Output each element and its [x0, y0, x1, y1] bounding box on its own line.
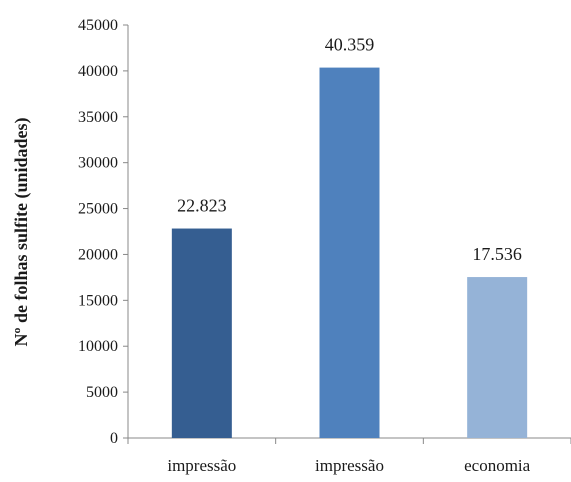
- y-tick-label: 25000: [78, 201, 118, 218]
- y-tick-label: 5000: [86, 384, 118, 401]
- category-label: impressão: [167, 456, 236, 475]
- y-tick-label: 45000: [78, 17, 118, 34]
- category-label: economia: [464, 456, 531, 475]
- y-tick-label: 20000: [78, 246, 118, 263]
- y-tick-label: 15000: [78, 292, 118, 309]
- y-axis-ticks: 0 5000 10000 15000 20000 25000 30000 35000 40000…: [78, 17, 128, 447]
- y-tick-label: 10000: [78, 338, 118, 355]
- category-label: impressão: [315, 456, 384, 475]
- y-tick-label: 40000: [78, 63, 118, 80]
- bar: [171, 228, 232, 438]
- bar: [467, 277, 528, 438]
- bar: [319, 67, 380, 439]
- data-label: 22.823: [177, 196, 227, 216]
- x-axis-ticks: [127, 438, 571, 444]
- data-label: 40.359: [325, 35, 375, 55]
- y-tick-label: 35000: [78, 109, 118, 126]
- data-labels: 22.823 40.359 17.536: [177, 35, 522, 264]
- y-tick-label: 0: [110, 430, 118, 447]
- data-label: 17.536: [472, 244, 522, 264]
- category-labels: impressão impressão economia: [167, 456, 530, 475]
- y-axis-title: Nº de folhas sulfite (unidades): [11, 118, 32, 347]
- y-tick-label: 30000: [78, 155, 118, 172]
- bars: [171, 67, 528, 439]
